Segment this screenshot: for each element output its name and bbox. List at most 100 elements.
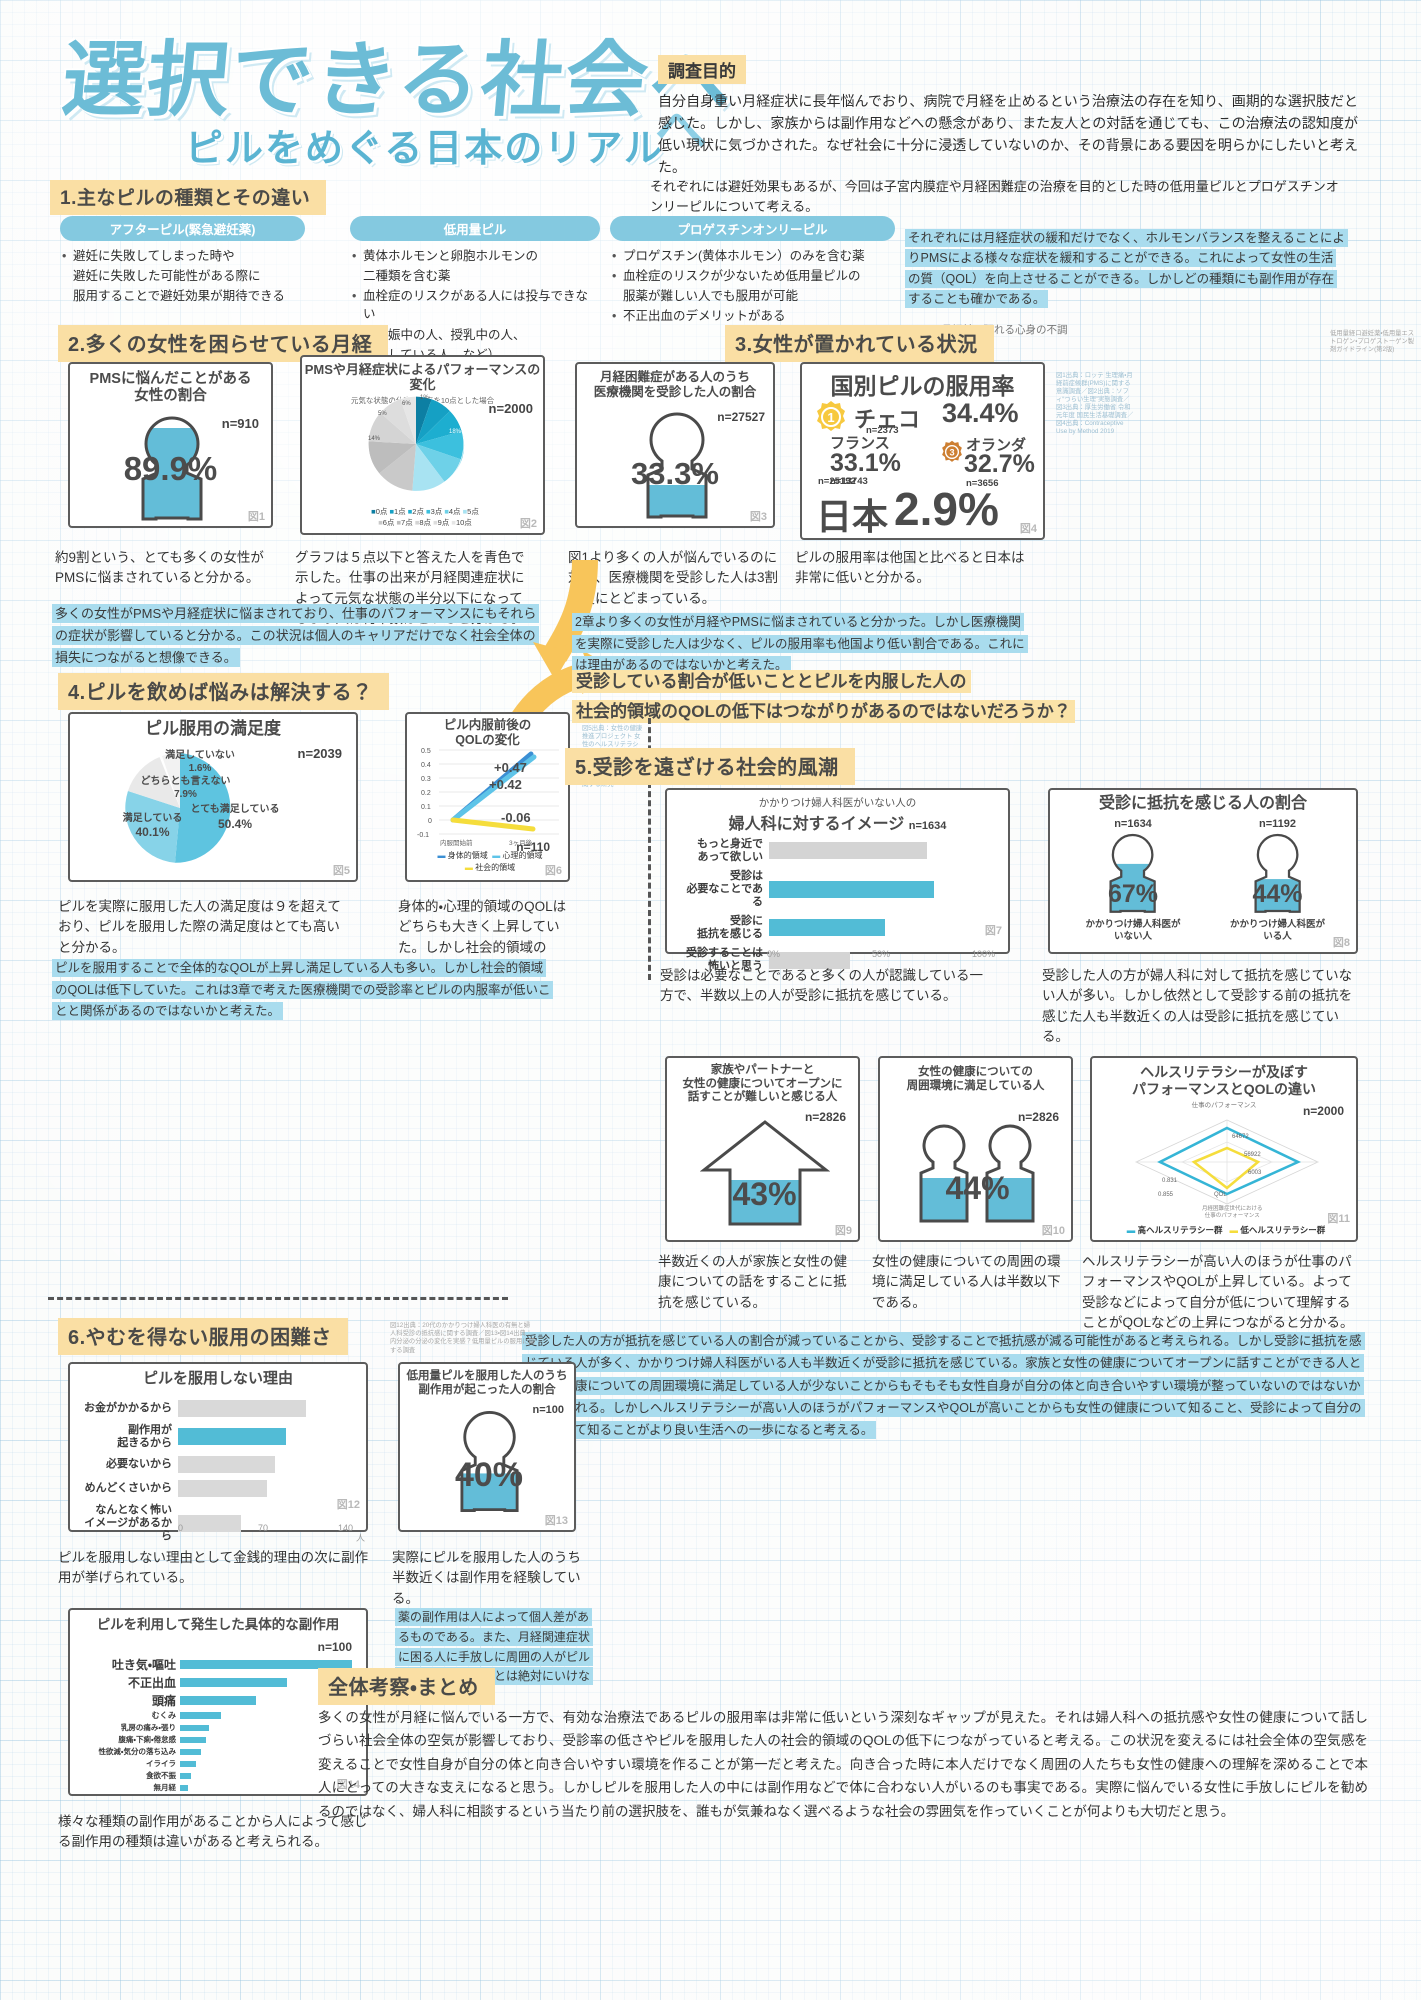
- bar: [180, 1748, 201, 1755]
- section1: 1.主なピルの種類とその違い それぞれには避妊効果もあるが、今回は子宮内膜症や月…: [50, 179, 1414, 362]
- svg-text:64672: 64672: [1232, 1134, 1249, 1140]
- chart-env-satisfaction-value: 44%: [945, 1170, 1010, 1206]
- chart-family-talk-n: n=2826: [804, 1110, 846, 1124]
- bar: [180, 1696, 256, 1705]
- research-question: 受診している割合が低いこととピルを内服した人の 社会的領域のQOLの低下はつなが…: [572, 668, 1362, 725]
- chart-resistance-ratio-figno: 図8: [1332, 937, 1350, 949]
- pill-column-pop-tab: プロゲスチンオンリーピル: [610, 216, 895, 241]
- section5-summary-text: 受診した人の方が抵抗を感じている人の割合が減っていることから、受診することで抵抗…: [522, 1332, 1365, 1439]
- chart-satisfaction-pie: ピル服用の満足度 n=2039 満足していない 1.6% どちらとも言えない 7…: [62, 706, 358, 882]
- section3-sources: 図1出典：ロッテ 生理痛・月経前症候群(PMS)に関する意識調査／図2出典：ソフ…: [1056, 372, 1134, 436]
- list-item: 黄体ホルモンと卵胞ホルモンの: [350, 247, 600, 265]
- pill-column-pop-items: プロゲスチン(黄体ホルモン）のみを含む薬 血栓症のリスクが少ないため低用量ピルの…: [610, 247, 895, 326]
- purpose-heading: 調査目的: [658, 55, 746, 84]
- svg-text:3: 3: [949, 448, 954, 458]
- chart-gyne-image: かかりつけ婦人科医がいない人の 婦人科に対するイメージ n=1634 もっと身近…: [659, 782, 1010, 972]
- pill-column-low-tab: 低用量ピル: [350, 216, 600, 241]
- country-rank-1: 1 チェコ 34.4% n=2373: [814, 398, 1039, 436]
- conclusion-body: 多くの女性が月経に悩んでいる一方で、有効な治療法であるピルの服用率は非常に低いと…: [318, 1710, 1368, 1819]
- section3-heading: 3.女性が置かれている状況: [725, 325, 994, 362]
- chart-specific-side-effects-title: ピルを利用して発生した具体的な副作用: [96, 1617, 340, 1632]
- resistance-left-n: n=1634: [1114, 818, 1152, 830]
- chart-specific-side-effects-figno: 図14: [336, 1779, 360, 1791]
- svg-text:0.855: 0.855: [1158, 1192, 1174, 1198]
- country-rank-3-n: n=3656: [966, 478, 999, 489]
- chart-consult-ratio-value: 33.3%: [631, 456, 719, 491]
- poster-title-sub: ピルをめぐる日本のリアル: [185, 128, 664, 170]
- list-item: 避妊に失敗した可能性がある際に: [73, 269, 261, 284]
- chart-consult-ratio-n: n=27527: [717, 410, 765, 424]
- country-rank-2-value: 33.1%: [830, 449, 901, 477]
- pie-value-0: 1.6%: [188, 762, 212, 774]
- pill-column-low: 低用量ピル 黄体ホルモンと卵胞ホルモンの 二種類を含む薬 血栓症のリスクがある人…: [350, 216, 600, 366]
- chart-health-literacy-n: n=2000: [1302, 1104, 1344, 1118]
- country-rank-2-name: フランス: [830, 435, 890, 452]
- svg-text:6003: 6003: [1248, 1170, 1262, 1176]
- section1-heading: 1.主なピルの種類とその違い: [50, 180, 327, 215]
- chart-side-effect-ratio-title: 低用量ピルを服用した人のうち 副作用が起こった人の割合: [406, 1370, 568, 1396]
- list-item: 二種類を含む薬: [363, 269, 451, 284]
- chart-qol-change-title: ピル内服前後の QOLの変化: [443, 718, 532, 747]
- chart-family-talk-comment: 半数近くの人が家族と女性の健康についての話をすることに抵抗を感じている。: [658, 1254, 847, 1310]
- bar: [180, 1660, 352, 1669]
- country-rank-2-n: n=13743: [830, 476, 868, 487]
- section1-side-note: それぞれには月経症状の緩和だけでなく、ホルモンバランスを整えることによりPMSに…: [905, 228, 1348, 309]
- chart-country-pill-rate: 国別ピルの服用率 1 チェコ 34.4% n=2373 フランス 33.1% n…: [794, 356, 1045, 540]
- chart-env-satisfaction: 女性の健康についての 周囲環境に満足している人 n=2826 44% 図10: [872, 1050, 1073, 1242]
- qol-legend: ▬ 身体的領域 ▬ 心理的領域 ▬ 社会的領域: [437, 851, 543, 872]
- svg-text:56922: 56922: [1244, 1152, 1261, 1158]
- poster-title-main: 選択できる社会へ: [59, 35, 738, 126]
- chart-side-effect-ratio-n: n=100: [532, 1404, 565, 1416]
- axis-tick-1: 70: [258, 1523, 269, 1533]
- section5-summary: 受診した人の方が抵抗を感じている人の割合が減っていることから、受診することで抵抗…: [522, 1330, 1367, 1441]
- svg-text:0.2: 0.2: [421, 790, 431, 797]
- chart-health-literacy-axis-bottom: 月経困難症世代における 仕事のパフォーマンス: [1202, 1206, 1263, 1220]
- chart-resistance-ratio-comment: 受診した人の方が婦人科に対して抵抗を感じていない人が多い。しかし依然として受診す…: [1042, 968, 1353, 1044]
- purpose-body: 自分自身重い月経症状に長年悩んでおり、病院で月経を止めるという治療法の存在を知り…: [658, 93, 1358, 176]
- svg-text:3ヶ月後: 3ヶ月後: [509, 838, 533, 847]
- chart-pms-ratio-value: 89.9%: [123, 450, 218, 487]
- bar: [178, 1428, 286, 1446]
- divider: [48, 1297, 508, 1300]
- chart-side-effect-ratio-figno: 図13: [544, 1515, 568, 1527]
- bar: [180, 1760, 196, 1767]
- person-silhouette-icon: [646, 412, 708, 519]
- chart-gyne-image-n: n=1634: [908, 820, 947, 832]
- person-silhouette-icon: [460, 1411, 519, 1512]
- axis-tick-0: 0: [178, 1523, 184, 1533]
- chart-no-pill-reasons-comment: ピルを服用しない理由として金銭的理由の次に副作用が挙げられている。: [58, 1550, 369, 1586]
- chart-health-literacy-axis-top: 仕事のパフォーマンス: [1191, 1102, 1257, 1110]
- chart-satisfaction-pie-comment: ピルを実際に服用した人の満足度は９を超えており、ピルを服用した際の満足度はとても…: [58, 899, 341, 955]
- list-item: （妊娠中の人、授乳中の人、: [363, 327, 526, 342]
- person-pictogram: [625, 410, 730, 520]
- qol-legend-2: 社会的領域: [475, 863, 516, 872]
- svg-text:+0.42: +0.42: [489, 777, 522, 792]
- chart-satisfaction-pie-n: n=2039: [297, 746, 342, 761]
- svg-text:1: 1: [827, 410, 834, 425]
- performance-pie-svg: [368, 396, 465, 492]
- svg-text:+0.47: +0.47: [494, 760, 527, 775]
- qol-legend-0: 身体的領域: [447, 851, 488, 860]
- section1-side-note-text: それぞれには月経症状の緩和だけでなく、ホルモンバランスを整えることによりPMSに…: [905, 229, 1348, 308]
- chart-family-talk: 家族やパートナーと 女性の健康についてオープンに 話すことが難しいと感じる人 n=2…: [659, 1050, 860, 1242]
- chart-consult-ratio-title: 月経困難症がある人のうち 医療機関を受診した人の割合: [593, 370, 757, 399]
- chart-pms-ratio-title: PMSに悩んだことがある 女性の割合: [89, 371, 252, 405]
- svg-text:0: 0: [428, 818, 432, 825]
- chart-env-satisfaction-n: n=2826: [1017, 1110, 1059, 1124]
- chart-health-literacy-title: ヘルスリテラシーが及ぼす パフォーマンスとQOLの違い: [1131, 1064, 1317, 1097]
- country-rank-2: フランス 33.1% n=13743: [830, 436, 950, 487]
- research-question-line2: 社会的領域のQOLの低下はつながりがあるのではないだろうか？: [572, 700, 1075, 724]
- chart-qol-change: ピル内服前後の QOLの変化 0.5 0.4 0.3 0.2 0.1 0 -0.1 +0.…: [399, 706, 570, 882]
- chart-country-pill-rate-figno: 図4: [1019, 523, 1037, 535]
- list-item: プロゲスチン(黄体ホルモン）のみを含む薬: [610, 247, 895, 265]
- chart-country-pill-rate-title: 国別ピルの服用率: [830, 373, 1015, 399]
- country-rank-3-name: オランダ: [966, 437, 1027, 454]
- health-literacy-legend: ▬ 高ヘルスリテラシー群 ▬ 低ヘルスリテラシー群: [1126, 1225, 1326, 1235]
- pill-column-pop: プロゲスチンオンリーピル プロゲスチン(黄体ホルモン）のみを含む薬 血栓症のリス…: [610, 216, 895, 328]
- qol-legend-1: 心理的領域: [502, 851, 543, 860]
- no-pill-bars: お金がかかるから 副作用が 起きるから 必要ないから めんどくさいから なんとなく…: [78, 1400, 363, 1549]
- chart-consult-ratio: 月経困難症がある人のうち 医療機関を受診した人の割合 n=27527 33.3% …: [569, 356, 775, 528]
- pie-label-3: 満足している: [122, 813, 183, 824]
- bar: [178, 1514, 241, 1532]
- section2-summary-text: 多くの女性がPMSや月経症状に悩まされており、仕事のパフォーマンスにもそれらの症…: [52, 604, 540, 668]
